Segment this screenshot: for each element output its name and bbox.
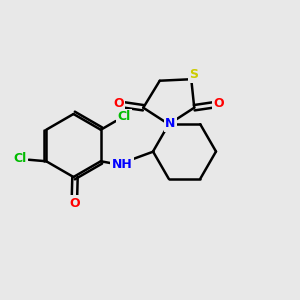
Text: Cl: Cl [118,110,131,123]
Text: O: O [113,97,124,110]
Text: O: O [214,97,224,110]
Text: O: O [69,196,80,210]
Text: Cl: Cl [13,152,26,165]
Text: NH: NH [111,158,132,171]
Text: N: N [165,117,175,130]
Text: S: S [189,68,198,81]
